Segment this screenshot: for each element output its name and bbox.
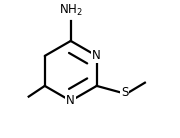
Text: N: N [92,49,101,62]
Text: NH$_2$: NH$_2$ [59,3,83,18]
Text: S: S [121,86,128,99]
Text: N: N [66,94,75,107]
